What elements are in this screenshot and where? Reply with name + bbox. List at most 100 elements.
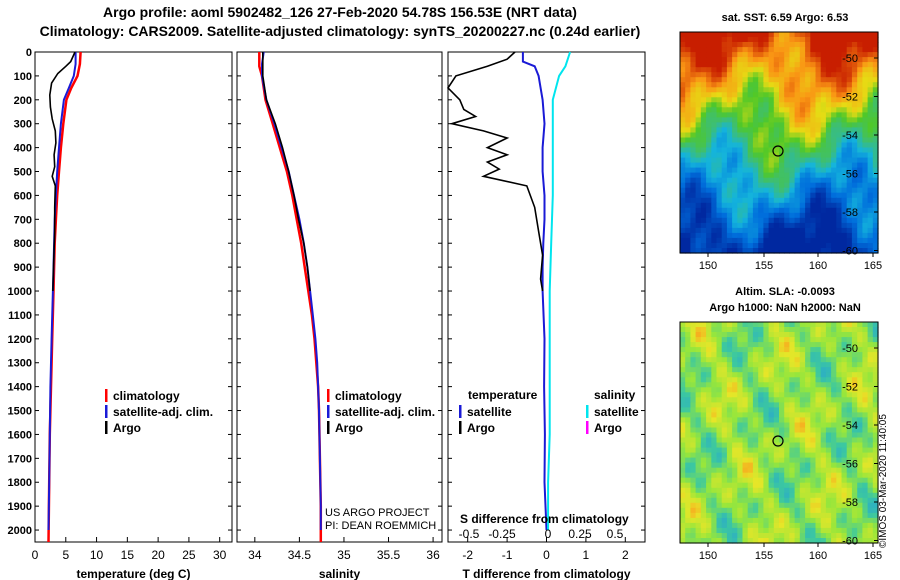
sla-cell <box>726 417 733 423</box>
sst-cell <box>680 212 686 219</box>
lon-label: 150 <box>699 260 717 272</box>
sla-cell <box>695 522 702 529</box>
sst-cell <box>825 167 832 174</box>
sla-cell <box>732 442 738 449</box>
sla-cell <box>732 457 738 464</box>
sst-cell <box>763 192 770 199</box>
sst-cell <box>737 232 744 239</box>
sla-cell <box>799 432 806 439</box>
sla-cell <box>758 352 764 358</box>
sla-cell <box>685 447 691 454</box>
sst-cell <box>721 172 728 179</box>
sst-cell <box>706 87 712 93</box>
sst-cell <box>794 82 801 88</box>
sst-cell <box>768 192 775 199</box>
sst-cell <box>831 57 837 63</box>
sst-cell <box>805 37 811 43</box>
x-tick-label: 34.5 <box>288 548 312 562</box>
sla-cell <box>825 462 832 469</box>
sst-cell <box>784 187 790 194</box>
sst-cell <box>752 197 759 204</box>
sla-cell <box>831 392 837 398</box>
sla-cell <box>726 377 733 383</box>
sst-cell <box>763 117 770 123</box>
sla-cell <box>768 447 775 454</box>
sla-cell <box>758 472 764 479</box>
sst-cell <box>799 92 806 98</box>
sla-cell <box>711 467 718 474</box>
sst-cell <box>680 217 686 224</box>
sla-cell <box>851 467 858 474</box>
sla-cell <box>805 527 811 534</box>
sst-cell <box>711 102 718 108</box>
sla-cell <box>773 342 780 348</box>
sla-cell <box>716 527 723 534</box>
sst-cell <box>726 162 733 169</box>
s-difference-label: S difference from climatology <box>460 512 629 526</box>
sst-cell <box>831 162 837 169</box>
sla-cell <box>841 497 848 504</box>
sst-cell <box>706 202 712 209</box>
sla-cell <box>831 352 837 358</box>
sst-cell <box>810 57 817 63</box>
sla-cell <box>737 337 744 343</box>
sst-cell <box>779 67 785 73</box>
sla-cell <box>758 502 764 509</box>
sla-cell <box>846 347 853 353</box>
sst-cell <box>711 222 718 229</box>
sst-cell <box>810 243 817 249</box>
sla-cell <box>846 517 853 524</box>
sst-cell <box>700 232 707 239</box>
sst-cell <box>841 32 848 38</box>
sst-cell <box>721 187 728 194</box>
sst-cell <box>805 192 811 199</box>
sst-cell <box>706 142 712 149</box>
sla-cell <box>711 497 718 504</box>
sst-cell <box>841 237 848 244</box>
sst-cell <box>841 162 848 169</box>
sst-cell <box>841 202 848 209</box>
sla-cell <box>690 352 697 358</box>
sla-cell <box>747 502 754 509</box>
sst-cell <box>711 122 718 128</box>
sst-cell <box>789 77 796 83</box>
sla-cell <box>872 427 879 434</box>
sla-cell <box>784 412 790 418</box>
sst-cell <box>862 227 869 234</box>
sst-cell <box>810 72 817 78</box>
sst-cell <box>711 147 718 154</box>
sla-cell <box>805 467 811 474</box>
sst-cell <box>820 172 827 179</box>
sst-cell <box>862 217 869 224</box>
sst-cell <box>851 162 858 169</box>
sla-cell <box>841 487 848 494</box>
sla-cell <box>857 337 863 343</box>
sla-cell <box>851 512 858 519</box>
sst-cell <box>747 222 754 229</box>
sla-cell <box>831 347 837 353</box>
sla-cell <box>716 352 723 358</box>
sst-cell <box>857 132 863 139</box>
sst-cell <box>799 177 806 184</box>
sla-cell <box>721 332 728 338</box>
sla-cell <box>831 512 837 519</box>
sst-cell <box>872 232 879 239</box>
sst-cell <box>867 232 874 239</box>
sst-cell <box>805 197 811 204</box>
sla-cell <box>789 522 796 529</box>
sla-cell <box>773 527 780 534</box>
sla-cell <box>706 507 712 514</box>
sla-cell <box>763 482 770 489</box>
sst-cell <box>805 152 811 159</box>
sla-cell <box>695 417 702 423</box>
sla-cell <box>820 412 827 418</box>
sla-cell <box>815 412 822 418</box>
sla-cell <box>690 432 697 439</box>
sla-cell <box>841 327 848 333</box>
sla-cell <box>841 432 848 439</box>
sst-cell <box>768 202 775 209</box>
lat-label: -60 <box>842 246 858 258</box>
sst-cell <box>711 67 718 73</box>
sst-cell <box>872 207 879 214</box>
